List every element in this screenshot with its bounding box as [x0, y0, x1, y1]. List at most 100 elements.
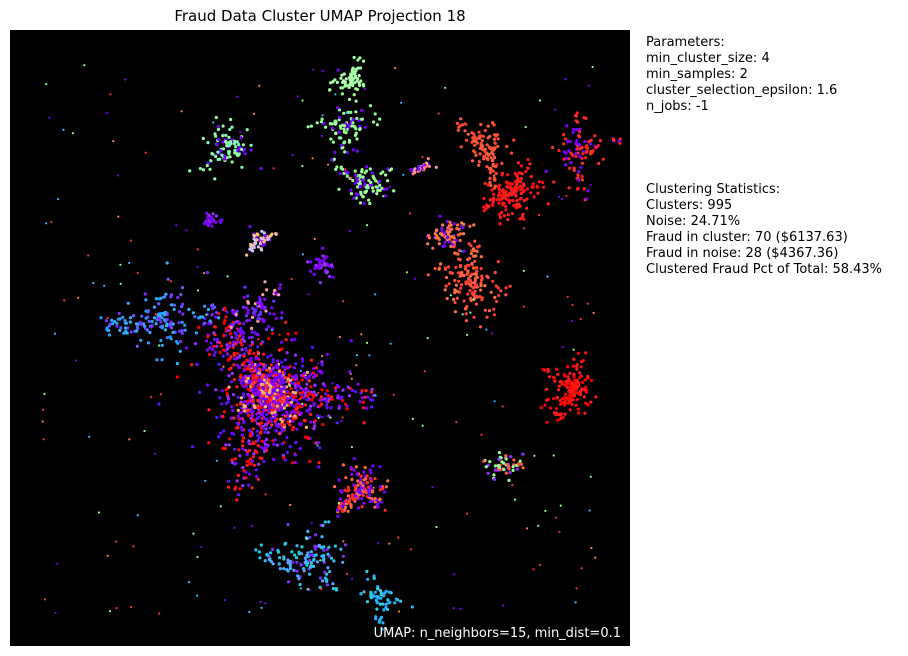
cluster-0-point [225, 392, 229, 396]
cluster-0-point [308, 404, 313, 408]
cluster-1-point [277, 369, 281, 373]
cluster-20-point [286, 558, 290, 562]
cluster-13-point [225, 144, 229, 148]
cluster-0-point [212, 331, 216, 335]
cluster-2-point [344, 502, 348, 506]
cluster-8-point [455, 227, 459, 231]
cluster-13-point [259, 166, 263, 171]
cluster-0-point [275, 443, 279, 447]
cluster-21-point [384, 605, 388, 610]
cluster-0-point [293, 337, 297, 341]
cluster-20-point [311, 564, 315, 569]
cluster-18-point [163, 328, 167, 332]
cluster-0-point [306, 398, 310, 402]
noise-point [409, 212, 412, 215]
cluster-18-point [107, 324, 111, 328]
noise-point [158, 344, 161, 347]
cluster-1-point [270, 423, 274, 427]
cluster-1-point [304, 425, 308, 429]
cluster-7-point [486, 153, 491, 157]
cluster-19-point [250, 330, 254, 334]
cluster-3-point [474, 302, 479, 306]
cluster-0-point [157, 402, 161, 406]
cluster-0-point [272, 442, 276, 446]
cluster-0-point [344, 402, 348, 406]
noise-point [566, 295, 569, 298]
cluster-18-point [135, 324, 139, 328]
cluster-19-point [256, 319, 260, 323]
noise-point [453, 573, 456, 576]
cluster-18-point [171, 322, 175, 326]
noise-point [444, 86, 447, 89]
cluster-3-point [443, 288, 447, 292]
cluster-10-point [334, 131, 338, 135]
cluster-12-point [368, 183, 372, 187]
noise-point [259, 600, 262, 604]
cluster-8-point [427, 233, 431, 238]
cluster-20-point [303, 556, 307, 561]
cluster-19-point [245, 319, 249, 323]
cluster-0-point [267, 409, 271, 413]
cluster-0-point [252, 463, 256, 467]
cluster-18-point [147, 319, 151, 323]
cluster-9-point [508, 471, 512, 475]
cluster-13-point [239, 136, 243, 140]
cluster-0-point [291, 461, 295, 465]
cluster-4-point [482, 196, 486, 201]
cluster-0-point [190, 445, 195, 449]
cluster-20-point [331, 582, 335, 586]
noise-point [342, 300, 345, 303]
cluster-3-point [453, 278, 457, 283]
cluster-3-point [472, 266, 476, 270]
cluster-10-point [339, 136, 343, 140]
cluster-1-point [252, 380, 256, 385]
cluster-0-point [230, 371, 234, 376]
noise-point [319, 559, 322, 562]
cluster-0-point [244, 470, 248, 474]
cluster-10-point [375, 123, 379, 127]
cluster-17-point [309, 260, 313, 264]
cluster-16-point [202, 222, 206, 226]
cluster-0-point [286, 417, 290, 421]
cluster-0-point [227, 374, 231, 378]
cluster-1-point [273, 410, 277, 414]
cluster-19-point [256, 333, 260, 337]
cluster-0-point [336, 396, 340, 400]
cluster-18-point [139, 323, 144, 327]
cluster-7-point [488, 147, 492, 151]
cluster-0-point [324, 392, 328, 396]
noise-point [307, 411, 310, 414]
cluster-1-point [251, 398, 255, 402]
cluster-5-point [545, 420, 549, 424]
cluster-2-point [378, 485, 382, 489]
cluster-0-point [238, 375, 242, 379]
cluster-6-point [552, 180, 556, 184]
cluster-5-point [580, 360, 584, 364]
cluster-3-point [444, 284, 448, 288]
cluster-7-point [456, 128, 460, 132]
cluster-10-point [342, 127, 346, 131]
cluster-0-point [325, 352, 329, 356]
cluster-0-point [260, 412, 264, 417]
cluster-9-point [521, 452, 525, 456]
cluster-4-point [515, 183, 519, 187]
cluster-12-point [378, 188, 382, 192]
cluster-4-point [498, 193, 502, 197]
cluster-7-point [490, 159, 494, 163]
cluster-9-point [511, 465, 515, 469]
cluster-0-point [234, 336, 238, 340]
cluster-1-point [283, 376, 287, 380]
noise-point [136, 271, 139, 275]
cluster-0-point [364, 389, 368, 393]
noise-point [341, 416, 344, 419]
cluster-1-point [265, 381, 269, 385]
cluster-5-point [556, 388, 561, 392]
cluster-10-point [358, 127, 362, 131]
cluster-0-point [253, 449, 257, 453]
cluster-1-point [247, 408, 251, 412]
cluster-0-point [256, 439, 260, 443]
cluster-10-point [373, 112, 377, 116]
noise-point [83, 64, 86, 67]
cluster-0-point [308, 459, 312, 463]
cluster-3-point [478, 295, 482, 299]
